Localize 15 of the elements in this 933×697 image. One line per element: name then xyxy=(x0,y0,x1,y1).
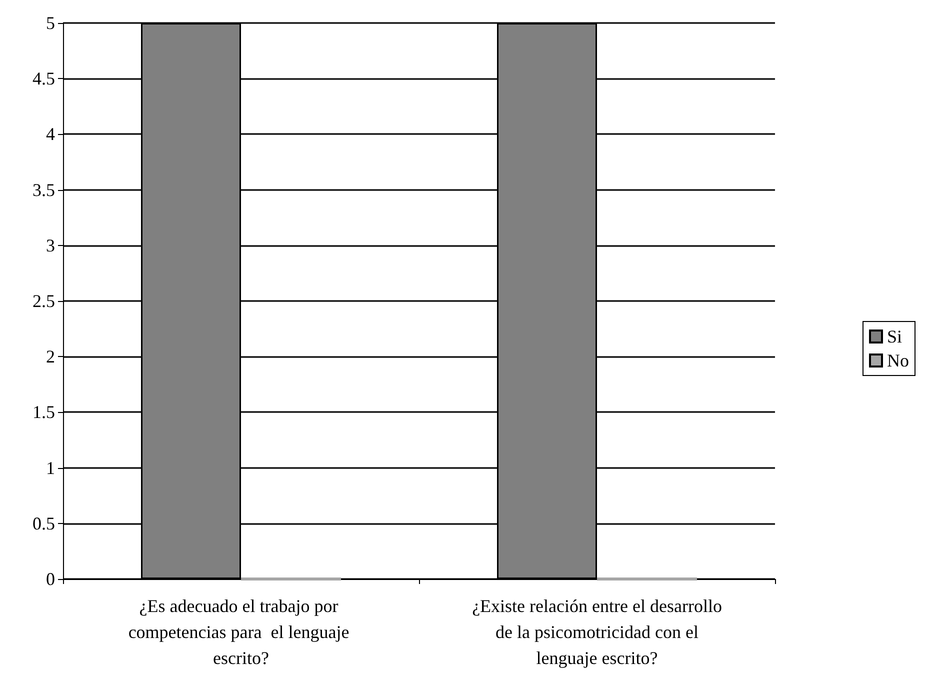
y-tick-label: 4 xyxy=(46,124,55,144)
y-tick-label: 1 xyxy=(46,458,55,478)
legend-label: Si xyxy=(887,326,902,346)
y-tick-label: 2 xyxy=(46,346,55,367)
y-tick-label: 0.5 xyxy=(32,513,55,534)
x-tick-label: ¿Es adecuado el trabajo por competencias para el lenguaje escrito? xyxy=(128,596,354,668)
y-tick-label: 2.5 xyxy=(32,291,55,311)
y-tick-label: 3 xyxy=(46,235,55,256)
y-tick-label: 0 xyxy=(46,569,55,589)
y-tick-label: 1.5 xyxy=(32,402,55,422)
x-tick-label: ¿Existe relación entre el desarrollo de la psicomotricidad con el lenguaje escrito? xyxy=(472,596,722,668)
y-tick-label: 3.5 xyxy=(32,180,55,200)
y-tick-label: 5 xyxy=(46,13,55,33)
legend-label: No xyxy=(887,350,909,370)
y-tick-label: 4.5 xyxy=(32,68,55,89)
